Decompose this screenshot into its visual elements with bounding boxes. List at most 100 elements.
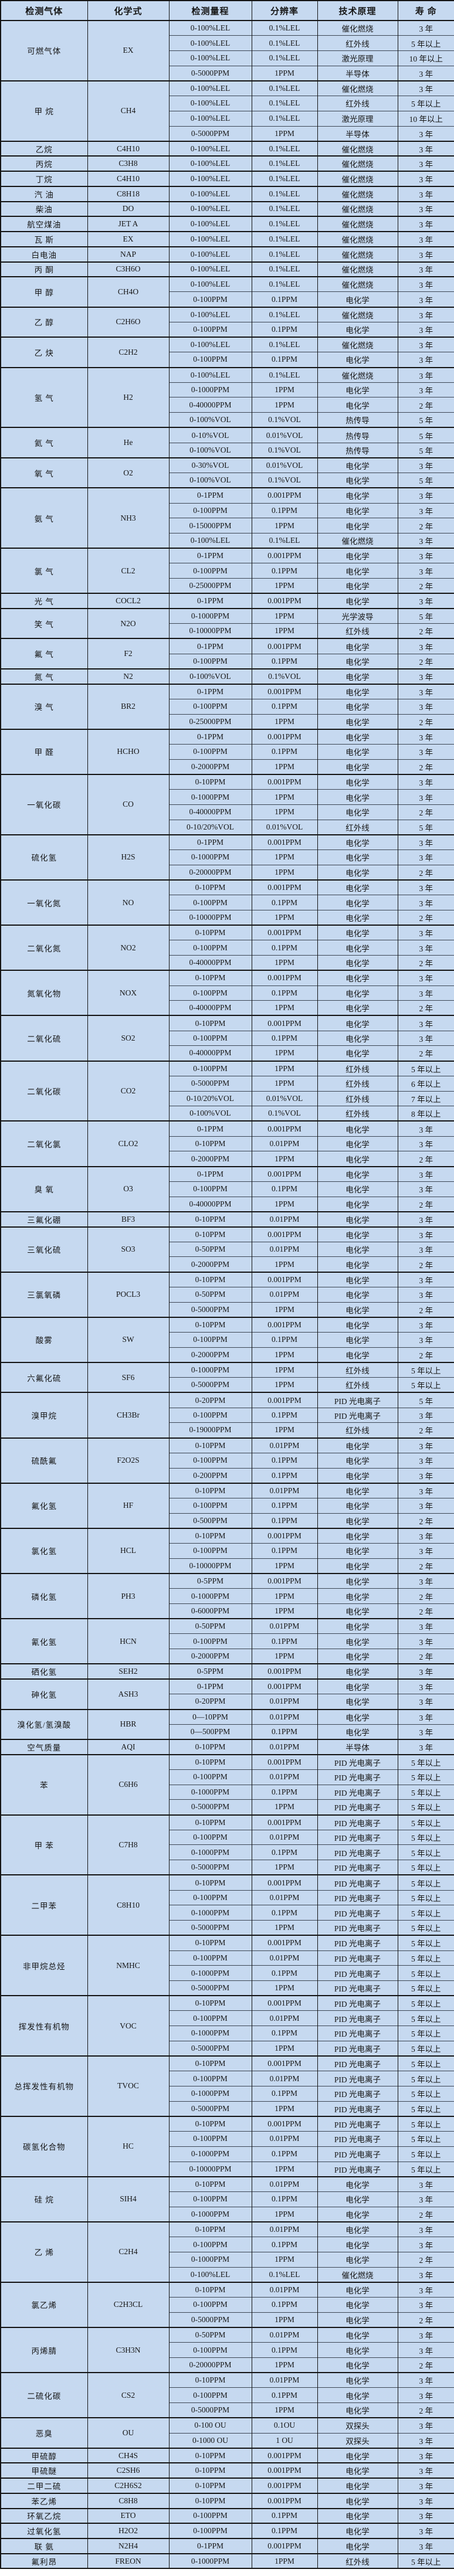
range-cell: 0-1PPM xyxy=(168,683,252,699)
lifespan-cell: 2 年 xyxy=(397,909,454,926)
lifespan-cell: 5 年以上 xyxy=(397,2131,454,2147)
table-row: 0-10/20%VOL 0.01%VOL 红外线 7 年以上 xyxy=(1,1090,454,1106)
lifespan-cell: 5 年 xyxy=(397,412,454,428)
resolution-cell: 0.1%LEL xyxy=(251,155,318,172)
range-cell: 0-6000PPM xyxy=(168,1603,252,1619)
principle-cell: 电化学 xyxy=(317,502,398,518)
chemical-formula-cell: SO2 xyxy=(87,1015,170,1061)
principle-cell: 电化学 xyxy=(317,638,398,654)
table-row: 0-1000PPM 0.1PPM PID 光电离子 5 年以上 xyxy=(1,2085,454,2102)
principle-cell: 电化学 xyxy=(317,1724,398,1739)
lifespan-cell: 3 年 xyxy=(397,2462,454,2479)
table-row: 0-100PPM 0.1PPM 电化学 3 年 xyxy=(1,1543,454,1559)
resolution-cell: 0.01PPM xyxy=(251,1889,318,1905)
table-row: 0-1000PPM 0.1PPM PID 光电离子 5 年以上 xyxy=(1,1905,454,1921)
table-row: 0-100PPM 0.1PPM 电化学 3 年 xyxy=(1,1030,454,1046)
range-cell: 0-100PPM xyxy=(168,1829,252,1845)
resolution-cell: 0.1%LEL xyxy=(251,200,318,217)
principle-cell: 红外线 xyxy=(317,623,398,639)
lifespan-cell: 3 年 xyxy=(397,321,454,338)
lifespan-cell: 2 年 xyxy=(397,2357,454,2373)
resolution-cell: 0.1PPM xyxy=(251,502,318,518)
table-row: 0-100PPM 0.1PPM 电化学 3 年 xyxy=(1,1452,454,1468)
table-row: 0-25000PPM 1PPM 电化学 2 年 xyxy=(1,713,454,729)
resolution-cell: 0.1PPM xyxy=(251,2342,318,2358)
principle-cell: 催化燃烧 xyxy=(317,276,398,292)
lifespan-cell: 3 年 xyxy=(397,1437,454,1453)
principle-cell: 红外线 xyxy=(317,1361,398,1378)
resolution-cell: 0.1PPM xyxy=(251,2297,318,2313)
range-cell: 0-100%LEL xyxy=(168,140,252,157)
principle-cell: 双探头 xyxy=(317,2417,398,2433)
range-cell: 0-100PPM xyxy=(168,2010,252,2026)
principle-cell: PID 光电离子 xyxy=(317,1829,398,1845)
resolution-cell: 1PPM xyxy=(251,1347,318,1362)
range-cell: 0-10PPM xyxy=(168,1527,252,1544)
range-cell: 0-100PPM xyxy=(168,653,252,669)
resolution-cell: 0.001PPM xyxy=(251,548,318,563)
table-row: 甲 醇 CH4O 0-100%LEL 0.1%LEL 催化燃烧 3 年 xyxy=(0,276,454,307)
principle-cell: 电化学 xyxy=(317,1015,398,1031)
range-cell: 0-100%VOL xyxy=(168,442,252,458)
table-row: 0-100PPM 0.01PPM PID 光电离子 5 年以上 xyxy=(1,2010,454,2026)
range-cell: 0-40000PPM xyxy=(168,955,252,971)
range-cell: 0-20000PPM xyxy=(168,864,252,880)
resolution-cell: 0.1%LEL xyxy=(251,231,318,247)
principle-cell: 电化学 xyxy=(317,1543,398,1559)
range-cell: 0-100PPM xyxy=(168,1769,252,1785)
gas-name-cell: 六氟化硫 xyxy=(0,1361,88,1393)
resolution-cell: 0.001PPM xyxy=(251,1226,318,1242)
chemical-formula-cell: CH4 xyxy=(87,80,170,141)
gas-name-cell: 总挥发性有机物 xyxy=(0,2055,88,2116)
lifespan-cell: 2 年 xyxy=(397,1301,454,1317)
lifespan-cell: 3 年 xyxy=(397,698,454,715)
lifespan-cell: 2 年 xyxy=(397,1649,454,1664)
principle-cell: PID 光电离子 xyxy=(317,2026,398,2041)
chemical-formula-cell: DO xyxy=(87,200,170,217)
range-cell: 0-10PPM xyxy=(168,2372,252,2388)
resolution-cell: 0.001PPM xyxy=(251,970,318,985)
gas-name-cell: 可燃气体 xyxy=(0,20,88,81)
lifespan-cell: 3 年 xyxy=(397,1618,454,1634)
chemical-formula-cell: BF3 xyxy=(87,1211,170,1227)
chemical-formula-cell: F2 xyxy=(87,638,170,669)
principle-cell: 红外线 xyxy=(317,1377,398,1393)
range-cell: 0-100PPM xyxy=(168,1181,252,1197)
range-cell: 0-100PPM xyxy=(168,1950,252,1966)
resolution-cell: 0.001PPM xyxy=(251,1165,318,1182)
lifespan-cell: 3 年 xyxy=(397,185,454,202)
range-cell: 0-10PPM xyxy=(168,1935,252,1950)
range-cell: 0-2000PPM xyxy=(168,1649,252,1664)
chemical-formula-cell: F2O2S xyxy=(87,1437,170,1483)
table-row: 0-40000PPM 1PPM 电化学 2 年 xyxy=(1,1000,454,1016)
range-cell: 0-10PPM xyxy=(168,2447,252,2463)
chemical-formula-cell: CH4O xyxy=(87,276,170,307)
range-cell: 0-100PPM xyxy=(168,1633,252,1649)
range-cell: 0-100PPM xyxy=(168,1332,252,1348)
resolution-cell: 0.001PPM xyxy=(251,1527,318,1544)
lifespan-cell: 3 年 xyxy=(397,80,454,96)
range-cell: 0-10PPM xyxy=(168,970,252,985)
table-row: 0-50PPM 0.01PPM 电化学 3 年 xyxy=(1,1286,454,1303)
range-cell: 0-15000PPM xyxy=(168,518,252,533)
principle-cell: 电化学 xyxy=(317,1241,398,1257)
lifespan-cell: 2 年 xyxy=(397,1422,454,1438)
resolution-cell: 1PPM xyxy=(251,713,318,729)
principle-cell: 电化学 xyxy=(317,1211,398,1227)
range-cell: 0-10PPM xyxy=(168,1136,252,1151)
table-row: 0-5000PPM 1PPM 电化学 2 年 xyxy=(1,1301,454,1317)
principle-cell: 电化学 xyxy=(317,1347,398,1362)
resolution-cell: 0.01%VOL xyxy=(251,1090,318,1106)
range-cell: 0-10PPM xyxy=(168,1814,252,1830)
resolution-cell: 1 OU xyxy=(251,2432,318,2448)
lifespan-cell: 2 年 xyxy=(397,1558,454,1574)
gas-name-cell: 氰化氢 xyxy=(0,1618,88,1664)
range-cell: 0-10PPM xyxy=(168,2462,252,2479)
chemical-formula-cell: C3H3N xyxy=(87,2326,170,2373)
gas-name-cell: 氮 气 xyxy=(0,668,88,684)
principle-cell: PID 光电离子 xyxy=(317,2161,398,2177)
range-cell: 0-100%LEL xyxy=(168,200,252,217)
chemical-formula-cell: HC xyxy=(87,2115,170,2177)
lifespan-cell: 3 年 xyxy=(397,2326,454,2343)
range-cell: 0-10PPM xyxy=(168,2478,252,2493)
